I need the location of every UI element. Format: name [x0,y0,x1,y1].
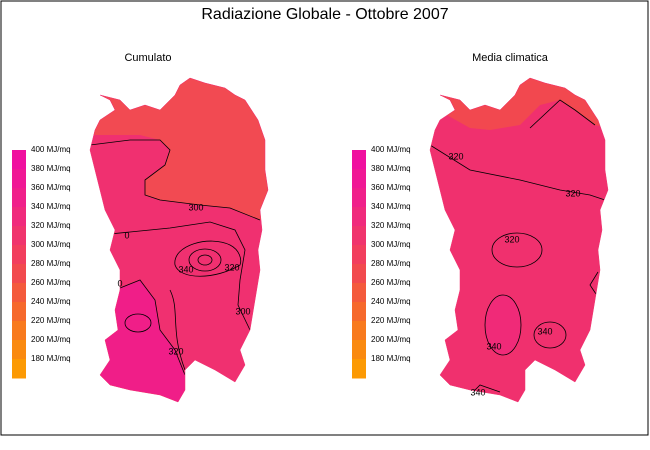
legend-label: 200 MJ/mq [371,335,411,344]
contour [174,240,242,277]
map-left: 300 340 320 300 320 0 0 [89,77,269,403]
legend-swatch [12,302,26,322]
contour-label: 0 [117,278,122,288]
legend-swatch [352,321,366,341]
contour [197,254,213,266]
contour [529,99,596,129]
contour-label: 340 [178,264,193,274]
legend-label: 360 MJ/mq [371,183,411,192]
contour-label: 320 [448,151,463,161]
legend-swatch [12,226,26,246]
legend-swatch [352,188,366,208]
legend-label: 320 MJ/mq [371,221,411,230]
legend-swatch [352,245,366,265]
legend-label: 380 MJ/mq [31,164,71,173]
legend-swatch [352,226,366,246]
legend-swatch [12,169,26,189]
legend-swatch [352,264,366,284]
contour [90,139,261,221]
legend-label: 400 MJ/mq [31,145,71,154]
legend-swatch [12,150,26,170]
contour-label: 300 [235,306,250,316]
legend-label: 380 MJ/mq [371,164,411,173]
contour [99,221,251,331]
contour [491,232,543,268]
legend-label: 340 MJ/mq [371,202,411,211]
contour-label: 300 [188,202,203,212]
frame [0,0,649,436]
legend-swatch [12,207,26,227]
contour-label: 320 [224,262,239,272]
legend-swatch [352,150,366,170]
legend-swatch [12,359,26,379]
legend-label: 240 MJ/mq [371,297,411,306]
map-right: 320 320 320 340 340 340 [429,77,609,403]
contour [484,294,522,356]
panel-title: Cumulato [124,52,171,64]
legend-label: 180 MJ/mq [371,354,411,363]
legend-swatch [12,245,26,265]
region [430,78,608,402]
legend-label: 180 MJ/mq [31,354,71,363]
legend-label: 280 MJ/mq [31,259,71,268]
legend-swatch [352,340,366,360]
legend-swatch [12,264,26,284]
legend-swatch [352,302,366,322]
legend-label: 280 MJ/mq [371,259,411,268]
legend-swatch [12,321,26,341]
legend-label: 300 MJ/mq [371,240,411,249]
legend-label: 200 MJ/mq [31,335,71,344]
legend-swatch [352,207,366,227]
region [485,295,521,355]
legend-label: 300 MJ/mq [31,240,71,249]
contour-label: 0 [124,230,129,240]
legend-label: 260 MJ/mq [31,278,71,287]
contour-label: 320 [565,188,580,198]
contour [533,321,567,349]
legend-label: 220 MJ/mq [31,316,71,325]
legend-label: 260 MJ/mq [371,278,411,287]
contour-label: 340 [486,341,501,351]
legend-label: 220 MJ/mq [371,316,411,325]
contour [169,289,186,371]
legend-swatch [12,188,26,208]
legend-swatch [12,283,26,303]
legend-label: 400 MJ/mq [371,145,411,154]
contour-label: 340 [537,326,552,336]
legend-label: 240 MJ/mq [31,297,71,306]
map-title: Radiazione Globale - Ottobre 2007 [201,6,448,23]
legends: 400 MJ/mq 380 MJ/mq 360 MJ/mq 340 MJ/mq 320 … [12,145,411,379]
contour-label: 320 [504,234,519,244]
legend-label: 340 MJ/mq [31,202,71,211]
contour [114,279,186,376]
legend-swatch [352,359,366,379]
legend-label: 320 MJ/mq [31,221,71,230]
panel-title: Media climatica [472,52,549,64]
contour [124,313,152,333]
contour-label: 320 [168,346,183,356]
legend-label: 360 MJ/mq [31,183,71,192]
contour-label: 340 [470,387,485,397]
contour [188,248,222,272]
legend-swatch [12,340,26,360]
contour [430,144,606,201]
legend-swatch [352,283,366,303]
legend-swatch [352,169,366,189]
